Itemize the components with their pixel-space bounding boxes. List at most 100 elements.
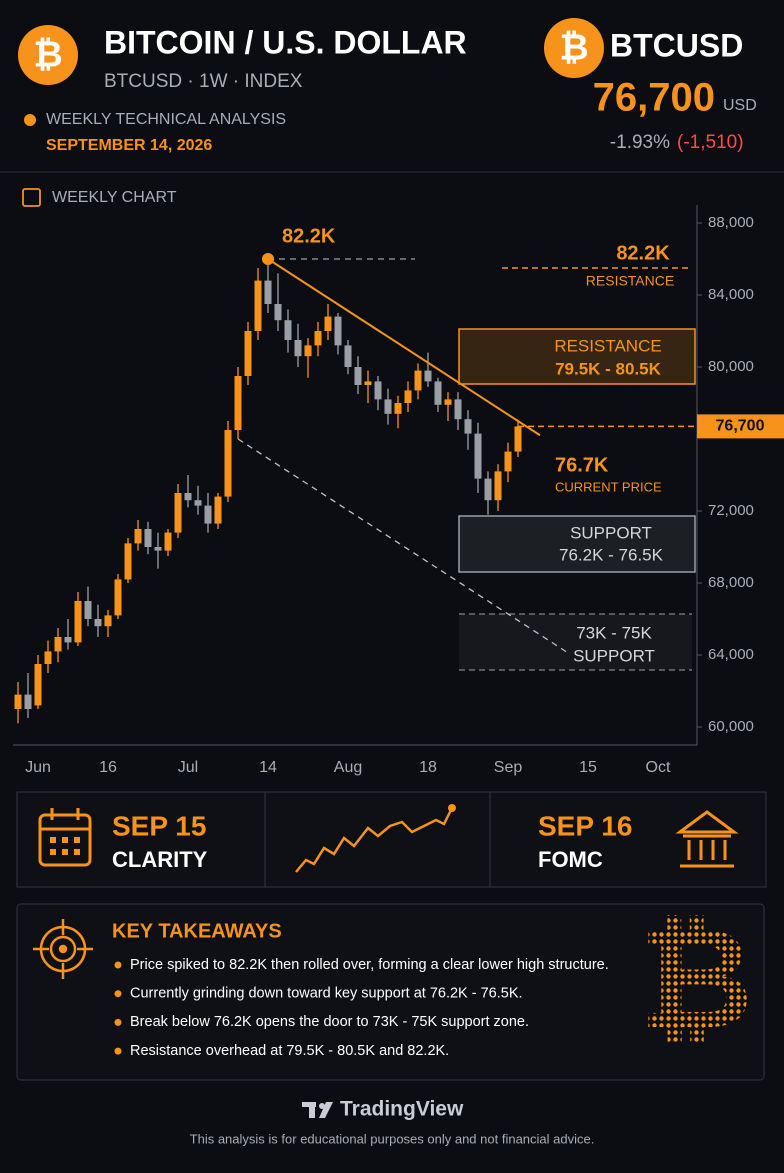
- candle-body: [275, 304, 282, 320]
- bullet: [115, 1019, 122, 1026]
- title: BITCOIN / U.S. DOLLAR: [104, 24, 467, 60]
- bullet: [24, 114, 36, 126]
- candle-body: [385, 399, 392, 413]
- candle-body: [95, 619, 102, 626]
- candle-body: [215, 497, 222, 524]
- current-annotation: 76.7K: [555, 454, 609, 476]
- analysis-label: WEEKLY TECHNICAL ANALYSIS: [46, 111, 286, 128]
- candle-body: [255, 281, 262, 331]
- peak-label: 82.2K: [282, 225, 336, 247]
- takeaway: Currently grinding down toward key suppo…: [130, 986, 523, 1002]
- calendar-icon: [23, 189, 40, 206]
- x-tick-label: 18: [419, 759, 437, 776]
- candle-body: [65, 637, 72, 642]
- candle-body: [165, 533, 172, 551]
- btc-symbol: ₿: [559, 27, 588, 68]
- y-tick-label: 68,000: [708, 574, 754, 591]
- candle-body: [435, 381, 442, 404]
- resistance-zone-label: RESISTANCE: [554, 336, 661, 355]
- takeaway: Price spiked to 82.2K then rolled over, …: [130, 957, 609, 973]
- candle-body: [85, 601, 92, 619]
- candle-body: [355, 367, 362, 385]
- lower-support: 73K - 75K: [576, 623, 652, 642]
- candle-body: [135, 529, 142, 543]
- y-tick-label: 84,000: [708, 286, 754, 303]
- candle-body: [105, 615, 112, 626]
- candle-body: [185, 493, 192, 500]
- event-date: SEP 15: [112, 810, 206, 841]
- candle-body: [205, 506, 212, 524]
- candle-body: [415, 371, 422, 391]
- takeaway: Break below 76.2K opens the door to 73K …: [130, 1014, 529, 1030]
- takeaway: Resistance overhead at 79.5K - 80.5K and…: [130, 1043, 449, 1059]
- bullet: [115, 990, 122, 997]
- symbol: BTCUSD: [610, 27, 743, 63]
- price-tag-label: 76,700: [716, 418, 765, 435]
- candle-body: [365, 381, 372, 385]
- candle-body: [425, 371, 432, 382]
- takeaways-title: KEY TAKEAWAYS: [112, 920, 282, 942]
- candle-body: [115, 579, 122, 615]
- candle-body: [35, 664, 42, 705]
- bullet: [115, 1048, 122, 1055]
- peak-dot: [262, 253, 274, 265]
- candle-body: [45, 651, 52, 664]
- y-tick-label: 72,000: [708, 502, 754, 519]
- btc-symbol: ₿: [33, 34, 62, 75]
- event-name: FOMC: [538, 847, 603, 872]
- candle-body: [15, 695, 22, 709]
- y-tick-label: 80,000: [708, 358, 754, 375]
- candle-body: [515, 426, 522, 451]
- support-zone-label: SUPPORT: [570, 523, 652, 542]
- plot: 60,00064,00068,00072,00080,00084,00088,0…: [15, 214, 784, 776]
- candle-body: [155, 547, 162, 551]
- candle-body: [55, 637, 62, 651]
- x-tick-label: 15: [579, 759, 597, 776]
- candle-body: [395, 403, 402, 414]
- bullet: [115, 962, 122, 969]
- disclaimer: This analysis is for educational purpose…: [190, 1131, 595, 1146]
- tradingview-logo: [302, 1102, 333, 1118]
- candle-body: [465, 419, 472, 433]
- resistance-level-label: RESISTANCE: [586, 273, 674, 289]
- resistance-level: 82.2K: [616, 242, 670, 264]
- candle-body: [345, 345, 352, 367]
- candle-body: [475, 434, 482, 479]
- x-tick-label: Jul: [178, 759, 198, 776]
- candle-body: [285, 320, 292, 340]
- current-label: CURRENT PRICE: [555, 479, 662, 494]
- y-tick-label: 88,000: [708, 214, 754, 231]
- date: SEPTEMBER 14, 2026: [46, 137, 212, 154]
- x-tick-label: 14: [259, 759, 277, 776]
- candle-body: [505, 452, 512, 472]
- candle-body: [305, 345, 312, 356]
- candle-body: [445, 399, 452, 404]
- candle-body: [405, 390, 412, 403]
- support-zone: 76.2K - 76.5K: [559, 545, 664, 564]
- btc-logo-dotted: ₿: [639, 900, 753, 1057]
- candle-body: [265, 281, 272, 304]
- x-tick-label: 16: [99, 759, 117, 776]
- price: 76,700: [593, 76, 715, 120]
- event-date: SEP 16: [538, 810, 632, 841]
- x-tick-label: Sep: [494, 759, 523, 776]
- candle-body: [25, 695, 32, 709]
- y-tick-label: 64,000: [708, 646, 754, 663]
- x-tick-label: Jun: [25, 759, 51, 776]
- candle-body: [315, 331, 322, 345]
- candle-body: [245, 331, 252, 376]
- candle-body: [175, 493, 182, 533]
- candle-body: [195, 500, 202, 505]
- candle-body: [125, 543, 132, 579]
- candle-body: [485, 479, 492, 501]
- brand: TradingView: [340, 1098, 464, 1121]
- candle-body: [335, 317, 342, 346]
- candle-body: [325, 317, 332, 331]
- sparkline-dot: [448, 804, 456, 812]
- candle-body: [75, 601, 82, 642]
- candle-body: [225, 430, 232, 497]
- change-abs: (-1,510): [677, 132, 744, 153]
- candle-body: [455, 399, 462, 419]
